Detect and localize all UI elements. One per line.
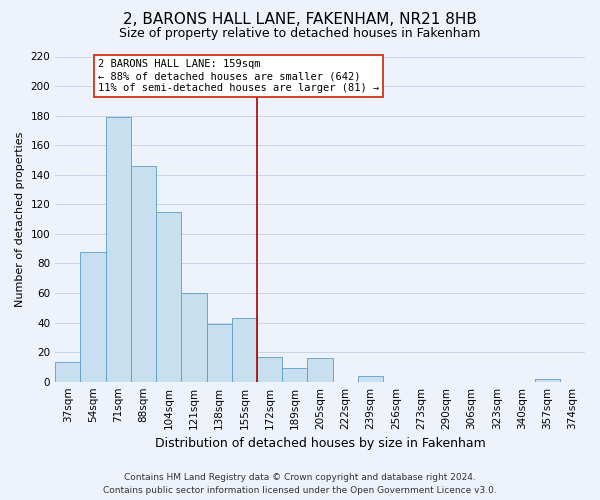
Bar <box>181 293 206 382</box>
Bar <box>257 356 282 382</box>
Bar <box>106 117 131 382</box>
Bar <box>206 324 232 382</box>
Bar <box>535 378 560 382</box>
Bar <box>131 166 156 382</box>
Bar <box>358 376 383 382</box>
Text: 2, BARONS HALL LANE, FAKENHAM, NR21 8HB: 2, BARONS HALL LANE, FAKENHAM, NR21 8HB <box>123 12 477 28</box>
Bar <box>55 362 80 382</box>
Text: 2 BARONS HALL LANE: 159sqm
← 88% of detached houses are smaller (642)
11% of sem: 2 BARONS HALL LANE: 159sqm ← 88% of deta… <box>98 60 379 92</box>
Bar <box>282 368 307 382</box>
Y-axis label: Number of detached properties: Number of detached properties <box>15 132 25 307</box>
Text: Size of property relative to detached houses in Fakenham: Size of property relative to detached ho… <box>119 28 481 40</box>
Bar <box>307 358 332 382</box>
X-axis label: Distribution of detached houses by size in Fakenham: Distribution of detached houses by size … <box>155 437 485 450</box>
Text: Contains HM Land Registry data © Crown copyright and database right 2024.
Contai: Contains HM Land Registry data © Crown c… <box>103 474 497 495</box>
Bar <box>80 252 106 382</box>
Bar <box>156 212 181 382</box>
Bar <box>232 318 257 382</box>
